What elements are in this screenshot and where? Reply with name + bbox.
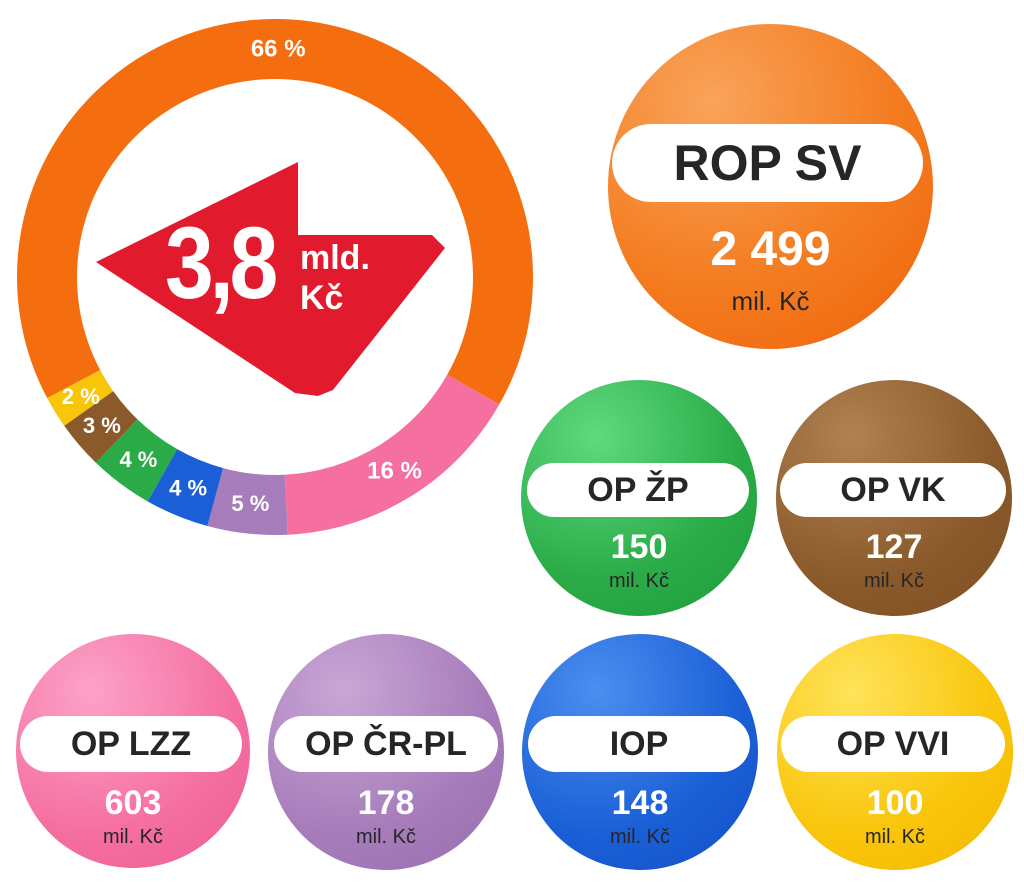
bubble-value: 603 [104,784,162,822]
bubble-label: ROP SV [612,124,923,202]
bubble-unit: mil. Kč [864,570,924,592]
percent-label-cr-pl: 5 % [231,491,269,516]
percent-label-iop: 4 % [169,475,207,500]
bubble-value: 100 [866,784,924,822]
bubble-value: 150 [610,528,668,566]
percent-label-vvi: 2 % [62,384,100,409]
bubble-label: OP VK [780,463,1006,517]
bubble-unit: mil. Kč [356,826,416,848]
bubble-iop: IOP 148 mil. Kč [522,634,758,870]
bubble-label: IOP [528,716,750,772]
donut-segment-vk [64,391,138,463]
bubble-op-vk: OP VK 127 mil. Kč [776,380,1012,616]
bubble-op-zp: OP ŽP 150 mil. Kč [521,380,757,616]
bubble-op-lzz: OP LZZ 603 mil. Kč [16,634,250,868]
bubble-op-vvi: OP VVI 100 mil. Kč [777,634,1013,870]
bubble-rop-sv: ROP SV 2 499 mil. Kč [608,24,933,349]
bubble-unit: mil. Kč [865,826,925,848]
donut-segment-vvi [47,369,114,426]
bubble-value: 178 [357,784,415,822]
total-arrow [96,162,445,396]
donut-segment-lzz [284,374,500,535]
total-value: 3,8 [165,206,278,320]
bubble-value: 148 [611,784,669,822]
bubble-unit: mil. Kč [609,570,669,592]
percent-label-vk: 3 % [83,413,121,438]
bubble-label: OP VVI [781,716,1005,772]
donut-segment-cr-pl [207,468,288,535]
percent-label-rop: 66 % [251,36,306,63]
donut-segment-rop [16,18,534,405]
bubble-unit: mil. Kč [103,826,163,848]
donut-segment-iop [147,449,224,526]
total-unit-line2: Kč [300,279,344,317]
bubble-value: 127 [865,528,923,566]
bubble-label: OP ČR-PL [274,716,498,772]
percent-label-zp: 4 % [119,447,157,472]
bubble-unit: mil. Kč [610,826,670,848]
bubble-unit: mil. Kč [731,286,810,316]
bubble-label: OP ŽP [527,463,749,517]
bubble-op-cr-pl: OP ČR-PL 178 mil. Kč [268,634,504,870]
donut-segment-zp [95,419,178,502]
total-unit-line1: mld. [300,239,370,277]
percent-label-lzz: 16 % [367,458,422,485]
bubble-label: OP LZZ [20,716,242,772]
bubble-value: 2 499 [710,223,831,276]
